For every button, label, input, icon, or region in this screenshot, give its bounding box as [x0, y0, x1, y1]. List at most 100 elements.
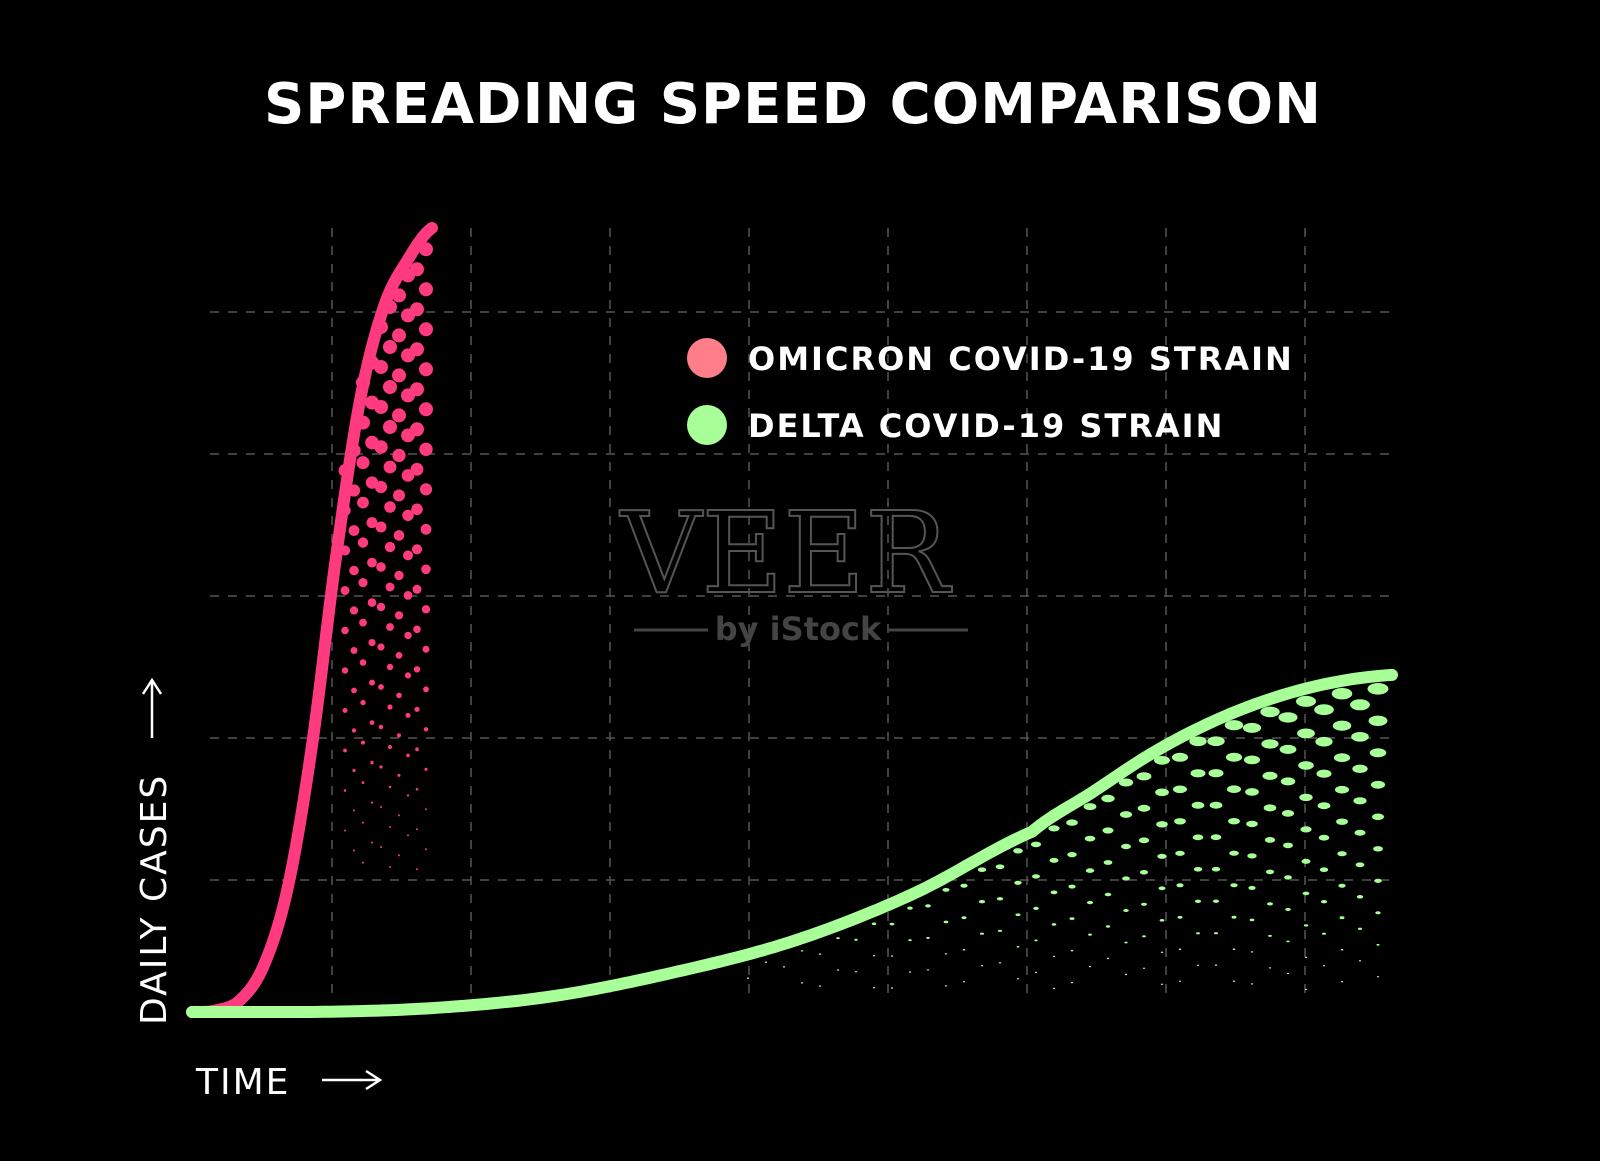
dot	[1122, 876, 1130, 881]
dot	[1316, 769, 1332, 778]
dot	[1248, 885, 1256, 890]
dot	[890, 987, 894, 989]
dot	[1374, 878, 1382, 883]
dot	[425, 848, 427, 851]
dot	[343, 748, 347, 753]
dot	[1156, 821, 1168, 828]
dot	[1066, 819, 1078, 826]
dot	[1297, 728, 1315, 739]
dot	[415, 788, 419, 791]
dot	[341, 667, 349, 674]
dot	[1154, 755, 1170, 765]
dot	[395, 652, 403, 659]
dot	[1249, 918, 1255, 922]
dot	[890, 955, 894, 957]
dot	[1280, 777, 1296, 786]
legend: OMICRON COVID-19 STRAIN DELTA COVID-19 S…	[687, 338, 1292, 445]
dot	[980, 932, 984, 935]
dot	[1319, 867, 1329, 872]
dot	[782, 966, 786, 968]
dot	[407, 834, 409, 837]
grid	[210, 228, 1392, 1002]
dot	[376, 562, 386, 572]
dot	[419, 362, 433, 377]
dot	[1340, 948, 1344, 951]
dot	[380, 806, 382, 808]
dot	[943, 920, 949, 924]
dot	[1124, 973, 1128, 976]
dot	[1300, 826, 1312, 833]
dot	[1212, 899, 1220, 903]
dot	[1106, 957, 1110, 960]
dot	[1030, 841, 1042, 848]
dot	[378, 724, 384, 730]
dot	[962, 948, 966, 951]
dot	[397, 773, 401, 777]
dot	[369, 720, 375, 725]
x-axis-label-group: TIME	[195, 1062, 383, 1103]
dot	[388, 785, 392, 789]
dot	[1352, 764, 1368, 773]
dot	[746, 977, 750, 979]
dot-fill-omicron	[338, 242, 433, 871]
dot	[1286, 940, 1290, 943]
dot	[854, 938, 858, 941]
dot	[961, 916, 967, 920]
dot	[401, 469, 415, 482]
dot-fill-delta	[746, 683, 1389, 991]
dot	[419, 282, 433, 297]
dot	[995, 864, 1005, 870]
dot	[1376, 976, 1380, 978]
dot	[1247, 853, 1257, 859]
dot	[384, 501, 396, 513]
dot	[392, 448, 406, 462]
dot	[394, 570, 404, 581]
dot	[872, 987, 876, 989]
dot	[1136, 772, 1152, 781]
dot	[1105, 925, 1111, 928]
dot	[1339, 916, 1345, 920]
dot	[1314, 704, 1334, 716]
dot	[359, 659, 367, 666]
dot	[977, 867, 987, 872]
dot	[423, 686, 429, 693]
dot	[1119, 811, 1133, 818]
dot	[907, 906, 913, 910]
dot	[1013, 848, 1023, 854]
dot	[411, 503, 423, 516]
dot	[942, 888, 950, 892]
dot	[1175, 850, 1185, 856]
dot	[1368, 715, 1388, 726]
legend-label-delta: DELTA COVID-19 STRAIN	[748, 407, 1224, 445]
dot	[1331, 688, 1353, 700]
dot	[1265, 869, 1275, 875]
dot	[1263, 804, 1277, 812]
dot	[1211, 866, 1221, 872]
dot	[1337, 851, 1347, 857]
dot	[1034, 971, 1038, 974]
dot	[348, 525, 360, 536]
dot	[406, 753, 410, 758]
dot	[1264, 837, 1276, 843]
dot	[818, 953, 822, 955]
dot	[1301, 858, 1311, 864]
watermark-sub: by iStock	[715, 610, 882, 648]
dot	[1142, 935, 1146, 938]
dot	[358, 578, 368, 588]
dot	[396, 733, 402, 738]
dot	[1189, 736, 1207, 747]
dot	[357, 496, 369, 509]
dot	[1193, 867, 1203, 872]
dot	[1158, 886, 1166, 891]
dot	[384, 541, 396, 553]
dot	[1268, 967, 1272, 969]
dot	[424, 767, 428, 771]
dot	[375, 521, 387, 533]
dot	[1246, 820, 1258, 828]
dot	[980, 965, 984, 967]
dot	[383, 420, 397, 434]
dot	[419, 483, 433, 496]
dot	[1250, 983, 1254, 985]
dot	[926, 936, 930, 939]
dot	[1338, 883, 1346, 888]
